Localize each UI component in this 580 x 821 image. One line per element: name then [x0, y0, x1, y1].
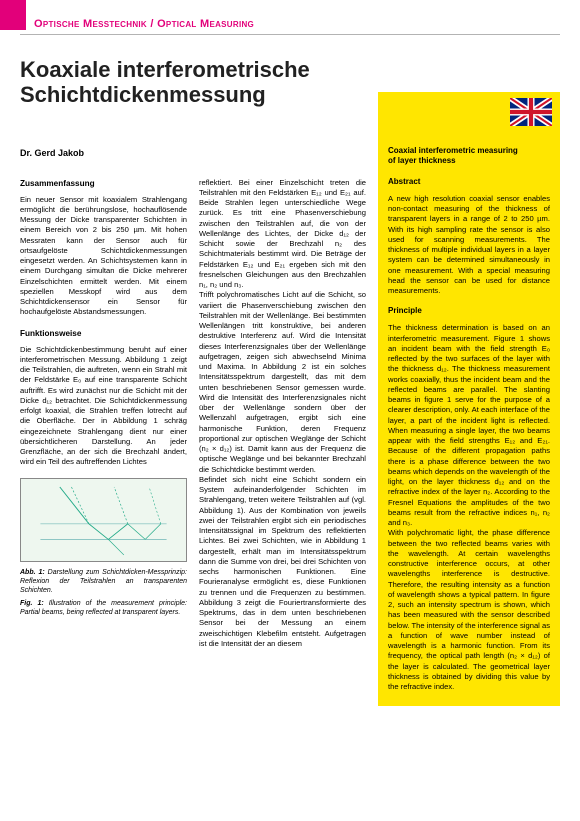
masthead-accent [0, 0, 26, 30]
masthead: Optische Messtechnik / Optical Measuring [20, 18, 560, 35]
sidebar-title: Coaxial interferometric measuring of lay… [388, 146, 518, 168]
figure-1-diagram [21, 479, 186, 561]
figure-1 [20, 478, 187, 562]
mid-paragraph-2: Trifft polychromatisches Licht auf die S… [199, 290, 366, 475]
figure-1-caption-en: Fig. 1: Illustration of the measurement … [20, 599, 187, 617]
principle-body-1: The thickness determination is based on … [388, 323, 550, 528]
masthead-rule [20, 34, 560, 35]
column-middle: reflektiert. Bei einer Einzelschicht tre… [199, 178, 366, 707]
figure-1-caption-de: Abb. 1: Darstellung zum Schichtdicken-Me… [20, 568, 187, 595]
column-left: Zusammenfassung Ein neuer Sensor mit koa… [20, 178, 187, 707]
flag-uk-icon [510, 98, 552, 126]
abstract-body: A new high resolution coaxial sensor ena… [388, 194, 550, 297]
summary-heading: Zusammenfassung [20, 178, 187, 189]
mid-paragraph-3: Befindet sich nicht eine Schicht sondern… [199, 475, 366, 649]
function-body: Die Schichtdickenbestimmung beruht auf e… [20, 345, 187, 468]
abstract-heading: Abstract [388, 177, 550, 188]
sidebar: Coaxial interferometric measuring of lay… [378, 92, 560, 707]
principle-heading: Principle [388, 306, 550, 317]
section-title: Optische Messtechnik / Optical Measuring [20, 18, 560, 30]
function-heading: Funktionsweise [20, 328, 187, 339]
summary-body: Ein neuer Sensor mit koaxialem Strahleng… [20, 195, 187, 318]
mid-paragraph-1: reflektiert. Bei einer Einzelschicht tre… [199, 178, 366, 291]
article-title: Koaxiale interferometrische Schichtdicke… [20, 57, 350, 108]
principle-body-2: With polychromatic light, the phase diff… [388, 528, 550, 692]
